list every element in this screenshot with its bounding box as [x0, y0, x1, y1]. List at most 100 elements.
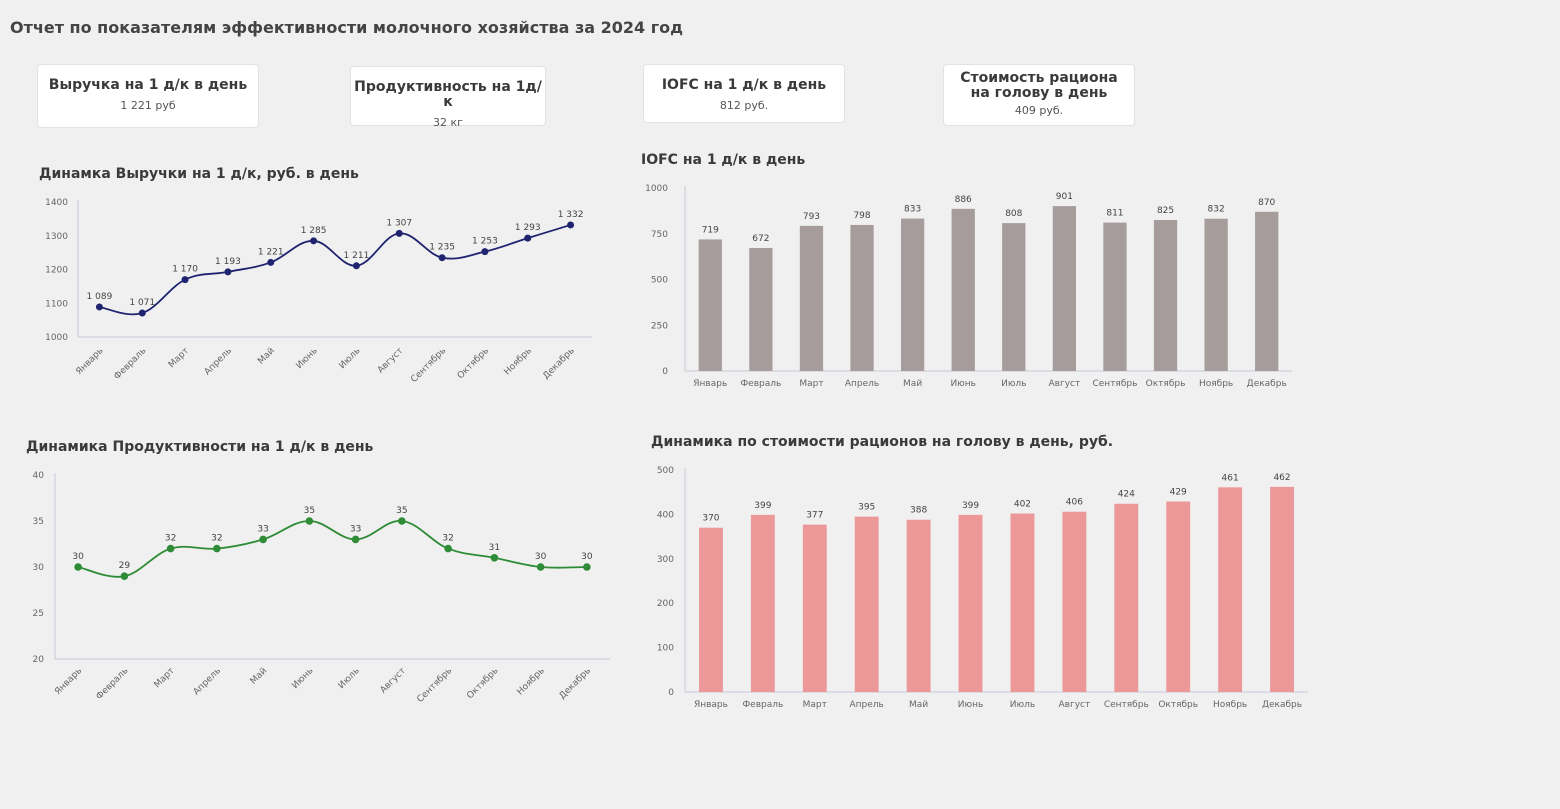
- kpi-card-revenue: Выручка на 1 д/к в день 1 221 руб: [37, 64, 259, 128]
- x-tick-label: Октябрь: [456, 346, 491, 381]
- x-tick-label: Сентябрь: [1104, 700, 1149, 710]
- data-label: 719: [702, 225, 719, 235]
- page-title: Отчет по показателям эффективности молоч…: [10, 18, 683, 37]
- data-label: 672: [752, 234, 769, 244]
- kpi-label: Выручка на 1 д/к в день: [48, 77, 248, 93]
- data-label: 395: [858, 503, 875, 513]
- x-tick-label: Февраль: [112, 346, 148, 382]
- bar: [1255, 211, 1279, 371]
- x-tick-label: Август: [1049, 379, 1081, 389]
- x-tick-label: Декабрь: [1262, 700, 1302, 710]
- bar: [906, 519, 931, 692]
- data-label: 1 293: [515, 223, 541, 233]
- bar: [900, 218, 925, 371]
- x-tick-label: Декабрь: [1247, 379, 1287, 389]
- x-tick-label: Май: [903, 379, 922, 389]
- x-tick-label: Январь: [694, 700, 728, 710]
- data-point: [166, 544, 175, 553]
- revenue-line-chart: 1000 1100 1200 1300 1400 Январь Февраль Март Апр…: [45, 198, 592, 385]
- bar: [1052, 206, 1077, 371]
- data-label: 832: [1208, 205, 1225, 215]
- bar: [1062, 511, 1087, 692]
- x-tick-label: Август: [1059, 700, 1091, 710]
- data-point: [120, 572, 129, 580]
- data-point: [181, 276, 189, 284]
- kpi-card-productivity: Продуктивность на 1д/к 32 кг: [350, 66, 546, 129]
- y-tick-label: 750: [651, 230, 668, 240]
- data-label: 870: [1258, 198, 1275, 208]
- data-point: [305, 517, 314, 525]
- x-tick-label: Сентябрь: [415, 666, 454, 705]
- data-label: 30: [535, 552, 547, 562]
- data-label: 429: [1170, 488, 1187, 498]
- bar: [799, 225, 824, 371]
- x-tick-label: Февраль: [95, 666, 131, 702]
- series-line: [77, 520, 587, 578]
- x-tick-label: Июнь: [295, 346, 320, 371]
- kpi-label: Продуктивность на 1д/к: [354, 79, 542, 110]
- x-tick-label: Май: [249, 666, 270, 687]
- data-point: [352, 262, 360, 270]
- bar: [850, 224, 874, 371]
- data-label: 1 285: [301, 226, 327, 236]
- x-tick-label: Апрель: [192, 666, 223, 697]
- x-tick-label: Январь: [74, 346, 105, 377]
- x-tick-label: Март: [803, 700, 827, 710]
- data-point: [138, 309, 146, 317]
- bar: [1153, 220, 1178, 371]
- y-tick-label: 1100: [45, 299, 68, 309]
- x-tick-label: Июль: [338, 346, 363, 371]
- kpi-card-iofc: IOFC на 1 д/к в день 812 руб.: [643, 64, 845, 123]
- data-label: 31: [489, 543, 500, 553]
- x-tick-label: Сентябрь: [1092, 379, 1137, 389]
- x-tick-label: Апрель: [850, 700, 884, 710]
- x-tick-label: Февраль: [740, 379, 781, 389]
- y-tick-label: 0: [662, 367, 668, 377]
- y-tick-label: 1400: [45, 198, 68, 208]
- data-label: 33: [350, 524, 361, 534]
- bar: [1103, 222, 1127, 371]
- data-point: [224, 268, 232, 276]
- data-label: 886: [955, 195, 972, 205]
- x-tick-label: Июнь: [950, 379, 976, 389]
- data-label: 1 071: [129, 298, 155, 308]
- bar: [1218, 487, 1243, 692]
- y-tick-label: 100: [657, 644, 674, 654]
- data-label: 32: [211, 534, 222, 544]
- data-label: 406: [1066, 498, 1083, 508]
- x-tick-label: Февраль: [742, 700, 783, 710]
- x-tick-label: Май: [256, 346, 277, 367]
- data-label: 32: [442, 534, 453, 544]
- x-tick-label: Июнь: [958, 700, 984, 710]
- productivity-line-chart: 20 25 30 35 40 Январь Февраль Март Апрель Май Июнь…: [33, 471, 610, 705]
- bar: [1002, 223, 1026, 371]
- bar: [698, 239, 722, 371]
- x-tick-label: Июль: [337, 666, 362, 691]
- data-label: 1 221: [258, 247, 284, 257]
- x-tick-label: Ноябрь: [1213, 700, 1247, 710]
- bar: [951, 208, 975, 371]
- chart-title-ration: Динамика по стоимости рационов на голову…: [651, 434, 1114, 450]
- bar: [958, 514, 983, 692]
- data-label: 1 332: [558, 210, 584, 220]
- y-tick-label: 35: [33, 517, 44, 527]
- data-label: 1 170: [172, 265, 198, 275]
- bar: [749, 248, 773, 371]
- x-tick-label: Сентябрь: [409, 346, 448, 385]
- y-tick-label: 25: [33, 609, 44, 619]
- data-label: 793: [803, 212, 820, 222]
- chart-title-productivity: Динамика Продуктивности на 1 д/к в день: [26, 439, 374, 455]
- data-label: 798: [853, 211, 870, 221]
- data-point: [213, 544, 221, 553]
- kpi-label: IOFC на 1 д/к в день: [661, 77, 827, 93]
- data-label: 377: [806, 511, 823, 521]
- y-tick-label: 1300: [45, 232, 68, 242]
- y-tick-label: 0: [668, 688, 674, 698]
- x-tick-label: Октябрь: [1158, 700, 1198, 710]
- y-tick-label: 1200: [45, 266, 68, 276]
- data-label: 35: [396, 506, 407, 516]
- data-label: 402: [1014, 500, 1031, 510]
- y-tick-label: 40: [33, 471, 45, 481]
- x-tick-label: Апрель: [845, 379, 879, 389]
- data-label: 901: [1056, 192, 1073, 202]
